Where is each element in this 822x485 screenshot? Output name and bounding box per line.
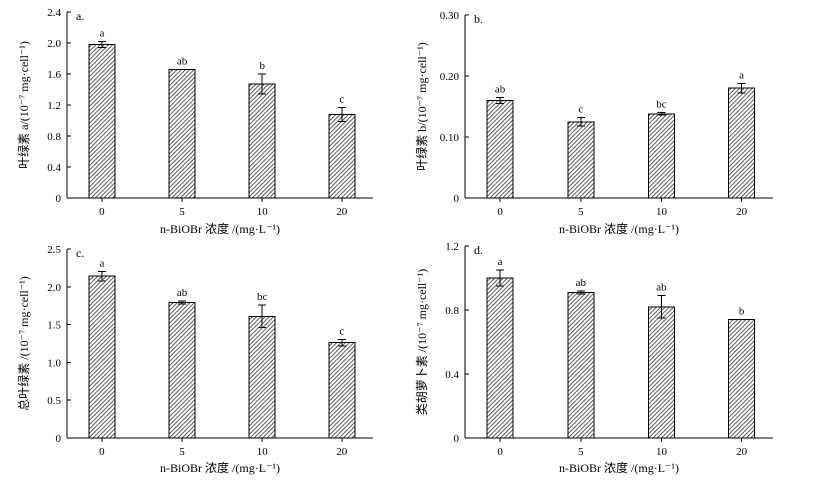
bar-10 — [248, 83, 276, 199]
bar-10 — [648, 113, 676, 199]
bar-10 — [248, 315, 276, 439]
y-tick-label: 1.5 — [47, 320, 61, 332]
y-axis-title: 叶绿素 b/(10⁻⁷ mg·cell⁻¹) — [414, 42, 429, 170]
significance-letter: a — [99, 258, 104, 270]
x-tick-label: 10 — [656, 206, 668, 218]
y-tick-label: 1.2 — [445, 241, 459, 253]
bar-5 — [168, 302, 196, 439]
bar-0 — [88, 275, 116, 439]
chart-panel-3: 0 0.5 1.0 1.5 2.0 2.5 c. a 0 ab 5 bc 10 c 20 n-BiOBr 浓度… — [16, 244, 373, 475]
panel-label: d. — [474, 243, 483, 257]
significance-letter: ab — [177, 55, 188, 67]
significance-letter: bc — [257, 291, 268, 303]
panel-label: a. — [76, 9, 84, 23]
x-tick-label: 0 — [99, 446, 105, 458]
y-tick-label: 1.6 — [47, 69, 61, 81]
bar-20 — [328, 342, 356, 439]
significance-letter: ab — [495, 83, 506, 95]
x-tick-label: 10 — [257, 446, 269, 458]
bar-10 — [648, 306, 676, 439]
y-tick-label: 2.5 — [47, 244, 61, 256]
significance-letter: a — [739, 69, 744, 81]
bar-0 — [486, 99, 514, 199]
significance-letter: c — [339, 93, 344, 105]
significance-letter: b — [259, 60, 265, 72]
y-tick-label: 0.5 — [47, 395, 61, 407]
significance-letter: b — [739, 306, 745, 318]
x-tick-label: 0 — [497, 446, 503, 458]
bar-20 — [328, 113, 356, 199]
y-tick-label: 0 — [56, 433, 62, 445]
y-tick-label: 2.0 — [47, 282, 61, 294]
x-tick-label: 10 — [656, 446, 668, 458]
y-tick-label: 1.2 — [47, 100, 61, 112]
y-tick-label: 0.30 — [440, 10, 460, 22]
x-axis-title: n-BiOBr 浓度 /(mg·L⁻¹) — [559, 460, 679, 475]
bar-0 — [88, 44, 116, 199]
y-tick-label: 0.20 — [440, 71, 460, 83]
panel-label: c. — [76, 246, 84, 260]
x-tick-label: 20 — [336, 446, 348, 458]
x-tick-label: 5 — [179, 206, 185, 218]
significance-letter: ab — [576, 277, 587, 289]
significance-letter: c — [578, 103, 583, 115]
x-axis-title: n-BiOBr 浓度 /(mg·L⁻¹) — [160, 221, 280, 236]
x-tick-label: 5 — [179, 446, 185, 458]
chart-panel-2: 0 0.10 0.20 0.30 b. ab 0 c 5 bc 10 a 20 n-BiOBr 浓度 /(… — [414, 10, 773, 236]
x-axis-title: n-BiOBr 浓度 /(mg·L⁻¹) — [559, 221, 679, 236]
chart-panel-1: 0 0.4 0.8 1.2 1.6 2.0 2.4 a. a 0 ab 5 b 10 c 20 n-BiOBr … — [16, 7, 373, 236]
bar-0 — [486, 277, 514, 439]
bar-5 — [567, 291, 595, 439]
x-tick-label: 20 — [736, 206, 748, 218]
y-tick-label: 0.8 — [445, 305, 459, 317]
bar-5 — [567, 121, 595, 199]
x-tick-label: 20 — [736, 446, 748, 458]
y-tick-label: 0.4 — [445, 369, 459, 381]
y-axis-title: 总叶绿素 /(10⁻⁷ mg·cell⁻¹) — [16, 276, 31, 410]
y-tick-label: 0 — [454, 193, 460, 205]
significance-letter: c — [339, 326, 344, 338]
y-tick-label: 2.4 — [47, 7, 61, 19]
significance-letter: a — [99, 27, 104, 39]
x-tick-label: 10 — [257, 206, 269, 218]
y-tick-label: 1.0 — [47, 357, 61, 369]
y-tick-label: 2.0 — [47, 38, 61, 50]
y-tick-label: 0.4 — [47, 162, 61, 174]
y-axis-title: 叶绿素 a/(10⁻⁷ mg·cell⁻¹) — [16, 41, 31, 169]
x-tick-label: 20 — [336, 206, 348, 218]
y-tick-label: 0.8 — [47, 131, 61, 143]
significance-letter: ab — [656, 282, 667, 294]
y-axis-title: 类胡萝卜素 /(10⁻⁷ mg·cell⁻¹) — [415, 269, 429, 415]
y-tick-label: 0 — [56, 193, 62, 205]
panel-label: b. — [474, 12, 483, 26]
significance-letter: ab — [177, 287, 188, 299]
x-tick-label: 5 — [578, 446, 584, 458]
x-tick-label: 5 — [578, 206, 584, 218]
bar-5 — [168, 68, 196, 199]
chart-panel-4: 0 0.4 0.8 1.2 d. a 0 ab 5 ab 10 b 20 n-BiOBr 浓度 /(mg·… — [415, 241, 773, 475]
x-tick-label: 0 — [497, 206, 503, 218]
y-tick-label: 0.10 — [440, 132, 460, 144]
significance-letter: a — [498, 256, 503, 268]
significance-letter: bc — [656, 99, 667, 111]
y-tick-label: 0 — [454, 433, 460, 445]
x-axis-title: n-BiOBr 浓度 /(mg·L⁻¹) — [160, 460, 280, 475]
bar-20 — [728, 319, 756, 439]
bar-20 — [728, 87, 756, 199]
x-tick-label: 0 — [99, 206, 105, 218]
